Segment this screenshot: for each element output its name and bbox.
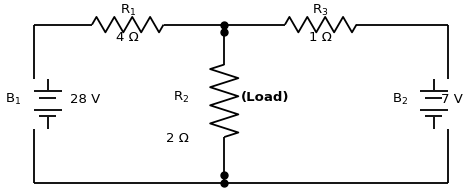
Text: 4 Ω: 4 Ω: [117, 31, 139, 44]
Text: R$_2$: R$_2$: [173, 90, 189, 105]
Text: 2 Ω: 2 Ω: [166, 132, 189, 145]
Text: 28 V: 28 V: [70, 93, 101, 106]
Text: B$_2$: B$_2$: [392, 92, 408, 107]
Text: 1 Ω: 1 Ω: [309, 31, 332, 44]
Text: (Load): (Load): [241, 91, 289, 104]
Text: 7 V: 7 V: [440, 93, 463, 106]
Text: B$_1$: B$_1$: [5, 92, 22, 107]
Text: R$_3$: R$_3$: [312, 3, 329, 18]
Text: R$_1$: R$_1$: [119, 3, 136, 18]
